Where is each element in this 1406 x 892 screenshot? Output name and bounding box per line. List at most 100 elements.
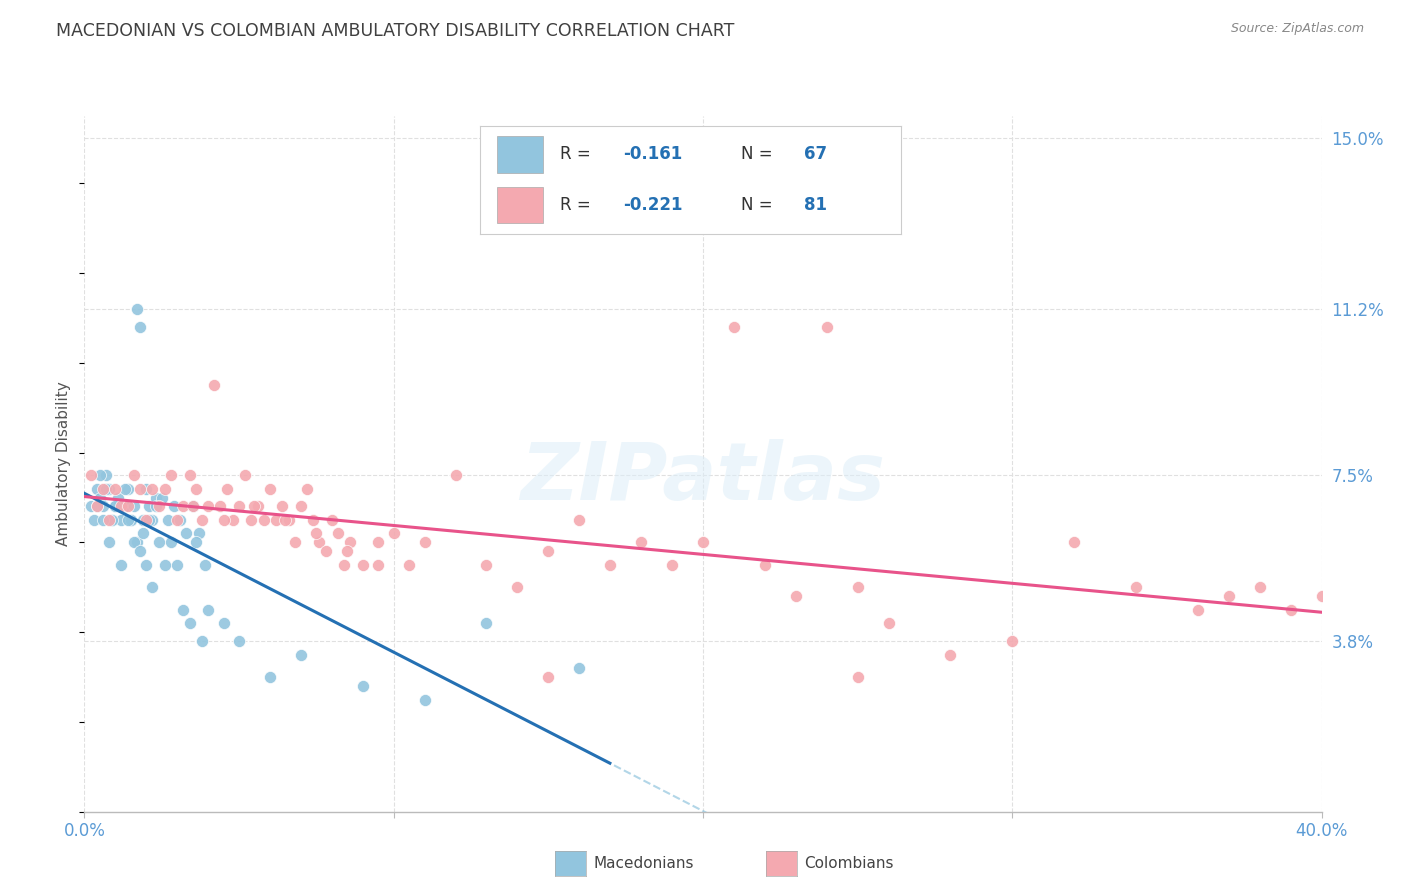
Point — [138, 500, 160, 514]
Point — [277, 513, 299, 527]
Point — [475, 616, 498, 631]
Point — [135, 482, 157, 496]
Point — [98, 513, 121, 527]
Point — [79, 468, 101, 483]
Point — [172, 500, 194, 514]
Point — [754, 558, 776, 572]
Point — [630, 535, 652, 549]
Point — [290, 648, 312, 662]
Point — [86, 500, 108, 514]
Point — [240, 513, 263, 527]
Point — [398, 558, 420, 572]
Point — [79, 500, 101, 514]
Point — [89, 468, 111, 483]
Point — [228, 634, 250, 648]
Point — [107, 491, 129, 505]
Point — [537, 670, 560, 684]
Text: ZIPatlas: ZIPatlas — [520, 439, 886, 516]
Point — [91, 513, 114, 527]
Point — [98, 535, 121, 549]
Point — [197, 603, 219, 617]
Text: Source: ZipAtlas.com: Source: ZipAtlas.com — [1230, 22, 1364, 36]
Point — [336, 544, 359, 558]
Text: Macedonians: Macedonians — [593, 856, 693, 871]
Point — [110, 500, 132, 514]
Text: Colombians: Colombians — [804, 856, 894, 871]
Point — [141, 580, 163, 594]
Point — [89, 491, 111, 505]
Point — [197, 500, 219, 514]
Point — [101, 513, 124, 527]
Point — [148, 500, 170, 514]
Text: MACEDONIAN VS COLOMBIAN AMBULATORY DISABILITY CORRELATION CHART: MACEDONIAN VS COLOMBIAN AMBULATORY DISAB… — [56, 22, 734, 40]
Point — [846, 670, 869, 684]
Point — [141, 513, 163, 527]
Point — [290, 500, 312, 514]
Point — [86, 500, 108, 514]
Point — [148, 535, 170, 549]
Point — [302, 513, 325, 527]
Point — [129, 482, 152, 496]
Point — [295, 482, 318, 496]
Point — [1279, 603, 1302, 617]
Point — [475, 558, 498, 572]
Point — [125, 535, 148, 549]
Point — [1249, 580, 1271, 594]
Point — [187, 526, 209, 541]
Point — [122, 468, 145, 483]
Point — [120, 513, 142, 527]
Point — [179, 468, 201, 483]
Point — [271, 500, 294, 514]
Point — [145, 500, 167, 514]
Point — [94, 482, 117, 496]
Point — [259, 670, 281, 684]
Point — [114, 482, 136, 496]
Point — [599, 558, 621, 572]
Point — [160, 468, 183, 483]
Point — [122, 500, 145, 514]
Point — [243, 500, 266, 514]
Point — [202, 378, 225, 392]
Point — [1063, 535, 1085, 549]
Point — [163, 500, 186, 514]
Point — [156, 513, 179, 527]
Point — [321, 513, 343, 527]
Point — [352, 679, 374, 693]
Point — [506, 580, 529, 594]
Point — [166, 558, 188, 572]
Point — [568, 513, 591, 527]
Point — [176, 526, 198, 541]
Point — [110, 558, 132, 572]
Point — [305, 526, 328, 541]
Point — [233, 468, 256, 483]
Point — [104, 500, 127, 514]
Point — [160, 535, 183, 549]
Point — [129, 544, 152, 558]
Point — [537, 544, 560, 558]
Point — [101, 513, 124, 527]
Point — [132, 526, 155, 541]
Point — [120, 513, 142, 527]
Point — [215, 482, 238, 496]
Point — [367, 558, 389, 572]
Point — [1187, 603, 1209, 617]
Point — [138, 513, 160, 527]
Point — [815, 320, 838, 334]
Point — [274, 513, 297, 527]
Point — [181, 500, 204, 514]
Point — [145, 491, 167, 505]
Point — [104, 500, 127, 514]
Point — [117, 500, 139, 514]
Point — [153, 482, 176, 496]
Point — [191, 513, 214, 527]
Point — [212, 513, 235, 527]
Point — [122, 535, 145, 549]
Point — [308, 535, 330, 549]
Point — [181, 500, 204, 514]
Point — [259, 482, 281, 496]
Point — [117, 513, 139, 527]
Point — [107, 500, 129, 514]
Point — [367, 535, 389, 549]
Point — [132, 513, 155, 527]
Point — [339, 535, 361, 549]
